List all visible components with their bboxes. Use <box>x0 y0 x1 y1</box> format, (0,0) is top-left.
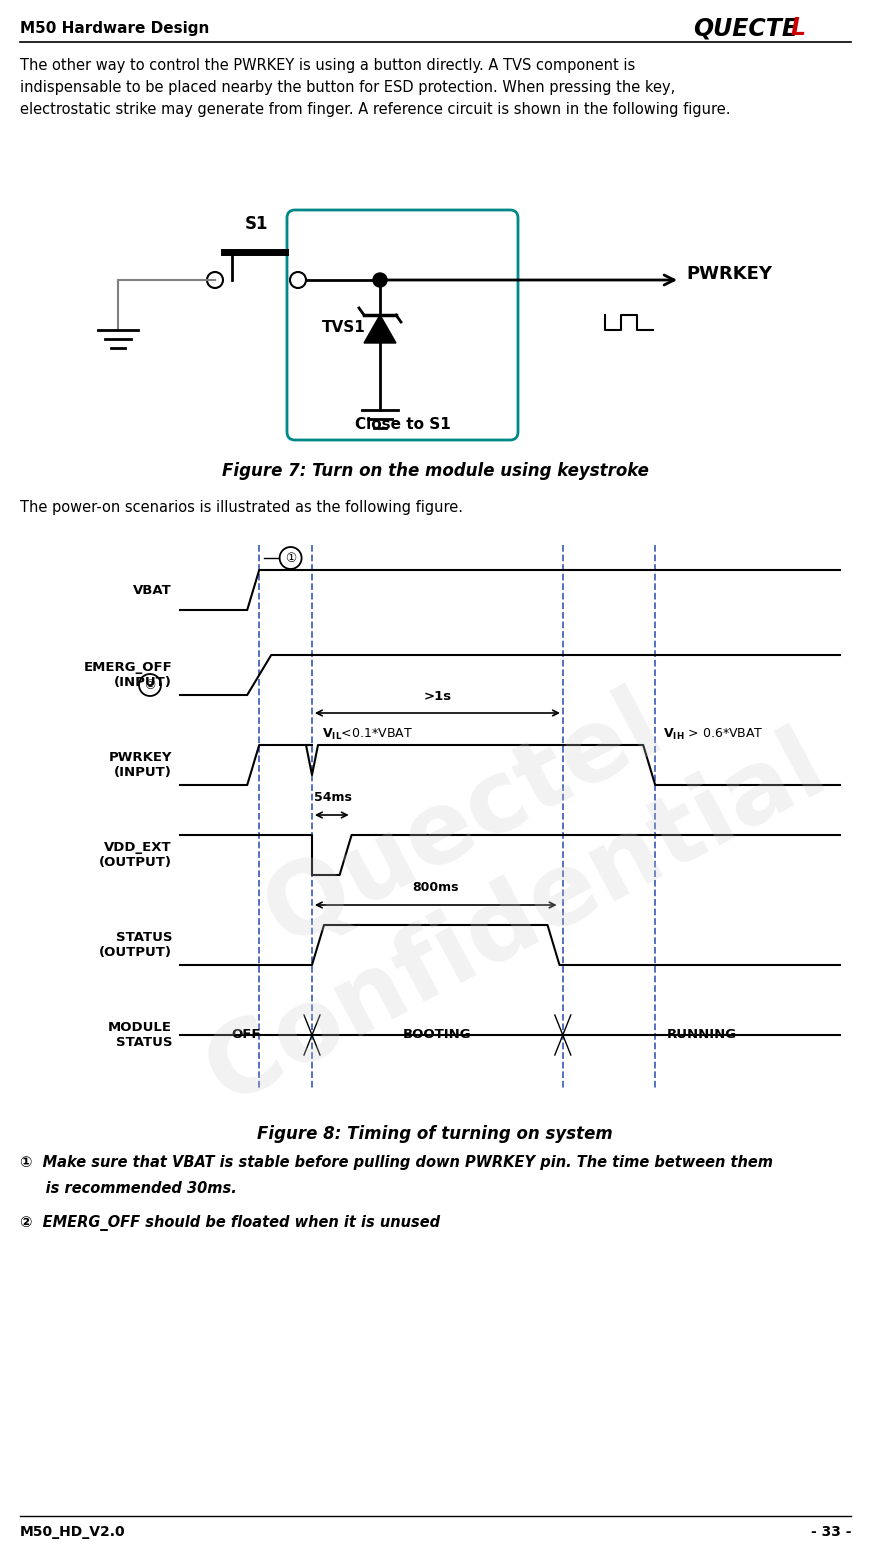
Text: S1: S1 <box>245 215 268 233</box>
Text: is recommended 30ms.: is recommended 30ms. <box>20 1181 237 1197</box>
Text: electrostatic strike may generate from finger. A reference circuit is shown in t: electrostatic strike may generate from f… <box>20 103 731 117</box>
Text: Figure 8: Timing of turning on system: Figure 8: Timing of turning on system <box>257 1125 613 1144</box>
Text: Quectel
Confidential: Quectel Confidential <box>138 616 841 1123</box>
Text: ②: ② <box>145 678 156 691</box>
Text: ①: ① <box>285 551 296 565</box>
Text: RUNNING: RUNNING <box>666 1029 737 1041</box>
Text: OFF: OFF <box>231 1029 260 1041</box>
Text: VBAT: VBAT <box>133 584 172 596</box>
Text: PWRKEY: PWRKEY <box>686 265 772 283</box>
Text: The power-on scenarios is illustrated as the following figure.: The power-on scenarios is illustrated as… <box>20 499 463 515</box>
Text: ②  EMERG_OFF should be floated when it is unused: ② EMERG_OFF should be floated when it is… <box>20 1215 440 1231</box>
Text: M50 Hardware Design: M50 Hardware Design <box>20 20 209 36</box>
Text: L: L <box>790 16 805 40</box>
Text: Close to S1: Close to S1 <box>354 417 450 433</box>
Text: 800ms: 800ms <box>413 881 459 895</box>
Text: EMERG_OFF
(INPUT): EMERG_OFF (INPUT) <box>84 661 172 689</box>
Text: MODULE
STATUS: MODULE STATUS <box>108 1021 172 1049</box>
Circle shape <box>373 272 387 286</box>
Text: ①  Make sure that VBAT is stable before pulling down PWRKEY pin. The time betwee: ① Make sure that VBAT is stable before p… <box>20 1155 773 1170</box>
Text: The other way to control the PWRKEY is using a button directly. A TVS component : The other way to control the PWRKEY is u… <box>20 58 635 73</box>
Text: - 33 -: - 33 - <box>811 1525 851 1539</box>
Text: PWRKEY
(INPUT): PWRKEY (INPUT) <box>109 752 172 780</box>
Text: M50_HD_V2.0: M50_HD_V2.0 <box>20 1525 125 1539</box>
Text: TVS1: TVS1 <box>322 319 366 335</box>
Text: $\mathbf{V_{IL}}$<0.1*VBAT: $\mathbf{V_{IL}}$<0.1*VBAT <box>322 727 413 742</box>
Text: VDD_EXT
(OUTPUT): VDD_EXT (OUTPUT) <box>99 840 172 868</box>
Text: Figure 7: Turn on the module using keystroke: Figure 7: Turn on the module using keyst… <box>221 462 648 479</box>
Polygon shape <box>364 314 396 342</box>
Text: $\mathbf{V_{IH}}$ > 0.6*VBAT: $\mathbf{V_{IH}}$ > 0.6*VBAT <box>663 727 764 742</box>
Text: >1s: >1s <box>423 689 451 703</box>
Text: indispensable to be placed nearby the button for ESD protection. When pressing t: indispensable to be placed nearby the bu… <box>20 79 675 95</box>
Text: 54ms: 54ms <box>314 790 352 804</box>
Text: QUECTE: QUECTE <box>693 16 798 40</box>
Text: BOOTING: BOOTING <box>403 1029 472 1041</box>
Text: STATUS
(OUTPUT): STATUS (OUTPUT) <box>99 930 172 958</box>
